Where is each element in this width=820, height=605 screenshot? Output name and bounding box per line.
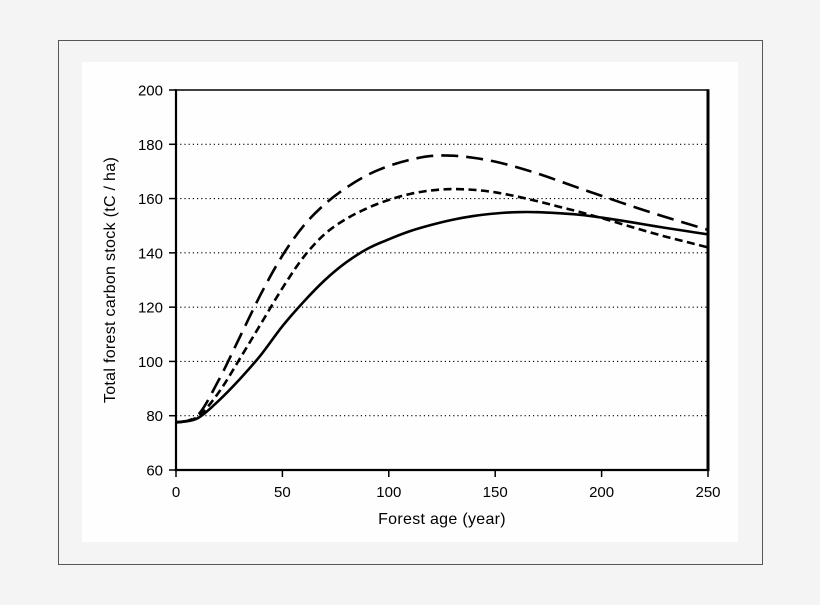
y-tick-label: 200 xyxy=(138,83,163,100)
x-axis-title: Forest age (year) xyxy=(378,511,506,528)
x-tick-label: 0 xyxy=(172,484,180,501)
x-tick-label: 150 xyxy=(483,484,508,501)
x-tick-label: 50 xyxy=(274,484,291,501)
y-tick-label: 80 xyxy=(146,408,163,425)
solid-line-path xyxy=(175,210,709,424)
x-tick-label: 200 xyxy=(589,484,614,501)
x-tick-label: 100 xyxy=(376,484,401,501)
y-tick-label: 180 xyxy=(138,137,163,154)
y-axis-title: Total forest carbon stock (tC / ha) xyxy=(102,156,119,404)
long-dashed-line-path xyxy=(175,154,709,424)
y-tick-label: 160 xyxy=(138,191,163,208)
y-tick-label: 60 xyxy=(146,463,163,480)
chart-canvas: 60 80 100 120 140 160 180 200 0 50 100 150 200 250 Fo… xyxy=(82,62,738,542)
y-tick-label: 120 xyxy=(138,300,163,317)
y-tick-label: 100 xyxy=(138,354,163,371)
figure-frame: 60 80 100 120 140 160 180 200 0 50 100 150 200 250 Fo… xyxy=(58,40,763,565)
x-tick-label: 250 xyxy=(695,484,720,501)
short-dashed-line-path xyxy=(175,187,709,424)
carbon-stock-chart: 60 80 100 120 140 160 180 200 0 50 100 150 200 250 xyxy=(138,83,721,502)
y-tick-label: 140 xyxy=(138,245,163,262)
